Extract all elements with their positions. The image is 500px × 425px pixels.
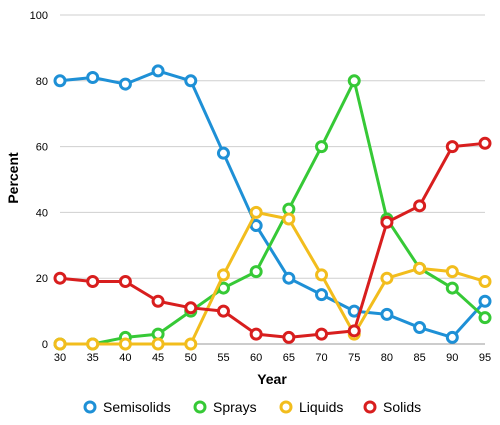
series-liquids <box>53 205 492 351</box>
data-point-semisolids <box>380 307 394 321</box>
x-tick-label: 95 <box>479 352 491 364</box>
legend-item-solids: Solids <box>363 399 421 415</box>
series <box>53 64 492 351</box>
data-point-liquids <box>315 268 329 282</box>
data-point-semisolids <box>445 330 459 344</box>
x-tick-label: 90 <box>446 352 458 364</box>
data-point-semisolids <box>249 219 263 233</box>
data-point-liquids <box>184 337 198 351</box>
x-axis-title: Year <box>257 371 287 387</box>
series-semisolids <box>53 64 492 344</box>
data-point-semisolids <box>53 74 67 88</box>
x-tick-label: 60 <box>250 352 262 364</box>
data-point-semisolids <box>282 271 296 285</box>
data-point-solids <box>445 140 459 154</box>
legend-label-semisolids: Semisolids <box>103 399 171 415</box>
x-tick-label: 85 <box>413 352 425 364</box>
data-point-solids <box>347 324 361 338</box>
data-point-liquids <box>249 205 263 219</box>
y-tick-label: 80 <box>36 76 48 88</box>
data-point-semisolids <box>86 71 100 85</box>
data-point-solids <box>86 274 100 288</box>
data-point-sprays <box>249 265 263 279</box>
data-point-semisolids <box>151 64 165 78</box>
data-point-semisolids <box>118 77 132 91</box>
axes: 0 20 40 60 80 100 30 35 40 45 50 55 60 65 70 75 80 85 90 95 <box>30 10 491 364</box>
data-point-solids <box>216 304 230 318</box>
y-tick-label: 0 <box>42 339 48 351</box>
data-point-solids <box>380 215 394 229</box>
legend-item-sprays: Sprays <box>193 399 257 415</box>
data-point-liquids <box>151 337 165 351</box>
data-point-liquids <box>216 268 230 282</box>
series-solids <box>53 136 492 344</box>
grid <box>60 14 485 345</box>
data-point-semisolids <box>184 74 198 88</box>
data-point-liquids <box>118 337 132 351</box>
x-tick-label: 80 <box>381 352 393 364</box>
data-point-solids <box>249 327 263 341</box>
data-point-liquids <box>478 274 492 288</box>
legend-marker-sprays <box>193 400 207 414</box>
data-point-semisolids <box>413 321 427 335</box>
x-tick-label: 35 <box>87 352 99 364</box>
data-point-liquids <box>380 271 394 285</box>
data-point-liquids <box>413 261 427 275</box>
x-tick-label: 75 <box>348 352 360 364</box>
data-point-solids <box>151 294 165 308</box>
data-point-liquids <box>445 265 459 279</box>
data-point-solids <box>315 327 329 341</box>
data-point-solids <box>184 301 198 315</box>
legend-item-liquids: Liquids <box>279 399 343 415</box>
data-point-liquids <box>86 337 100 351</box>
data-point-solids <box>413 199 427 213</box>
legend-label-solids: Solids <box>383 399 421 415</box>
y-axis-title: Percent <box>5 152 21 204</box>
data-point-solids <box>118 274 132 288</box>
data-point-solids <box>53 271 67 285</box>
y-tick-label: 40 <box>36 207 48 219</box>
data-point-sprays <box>347 74 361 88</box>
y-tick-label: 60 <box>36 142 48 154</box>
x-tick-label: 65 <box>283 352 295 364</box>
data-point-semisolids <box>216 146 230 160</box>
x-tick-label: 70 <box>315 352 327 364</box>
x-tick-label: 30 <box>54 352 66 364</box>
legend-marker-liquids <box>279 400 293 414</box>
y-tick-label: 20 <box>36 273 48 285</box>
x-tick-label: 45 <box>152 352 164 364</box>
legend-marker-solids <box>363 400 377 414</box>
data-point-sprays <box>445 281 459 295</box>
legend-label-liquids: Liquids <box>299 399 343 415</box>
x-tick-label: 40 <box>119 352 131 364</box>
data-point-sprays <box>315 140 329 154</box>
data-point-semisolids <box>478 294 492 308</box>
data-point-liquids <box>282 212 296 226</box>
data-point-solids <box>282 330 296 344</box>
legend-item-semisolids: Semisolids <box>83 399 171 415</box>
data-point-semisolids <box>315 288 329 302</box>
data-point-solids <box>478 136 492 150</box>
x-tick-label: 55 <box>217 352 229 364</box>
data-point-liquids <box>53 337 67 351</box>
legend-label-sprays: Sprays <box>213 399 257 415</box>
x-tick-label: 50 <box>185 352 197 364</box>
legend: Semisolids Sprays Liquids Solids <box>83 399 421 415</box>
y-tick-label: 100 <box>30 10 48 22</box>
legend-marker-semisolids <box>83 400 97 414</box>
data-point-sprays <box>478 311 492 325</box>
